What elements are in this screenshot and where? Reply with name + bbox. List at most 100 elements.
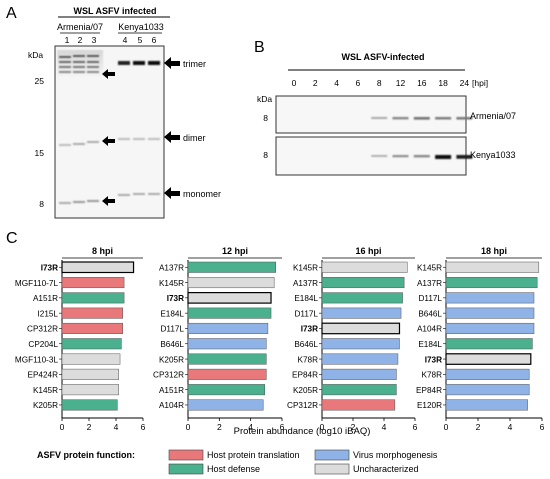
bar-label: A151R [159, 386, 184, 395]
bar-label: EP84R [416, 386, 442, 395]
bar [321, 399, 396, 411]
protein-band [435, 155, 452, 159]
annotation-dimer: dimer [183, 133, 206, 143]
group-label-kenya: Kenya1033 [118, 22, 164, 32]
legend-label-uncharacterized: Uncharacterized [353, 464, 419, 474]
bar-label: K145R [293, 264, 318, 273]
panel-b-header: WSL ASFV-infected [341, 52, 424, 62]
timepoint-label: 6 [356, 78, 361, 88]
lane-number: 5 [138, 35, 143, 45]
bar [321, 353, 399, 365]
bar-label: B646L [418, 309, 442, 318]
bar-label: K205R [293, 386, 318, 395]
hpi-label: [hpi] [472, 78, 488, 88]
bar-label: D117L [160, 325, 184, 334]
protein-band [371, 155, 388, 157]
bar [445, 277, 538, 289]
bar-label: K145R [417, 264, 442, 273]
bar [445, 399, 528, 411]
bar-label: I73R [167, 294, 184, 303]
bar [445, 353, 532, 365]
bar-label: CP312R [27, 325, 58, 334]
legend-swatch-translation [168, 449, 204, 461]
bar [445, 368, 530, 380]
bar [187, 338, 267, 350]
legend-label-translation: Host protein translation [207, 450, 300, 460]
bar [321, 384, 397, 396]
bar-label: CP312R [287, 401, 318, 410]
bar [321, 277, 405, 289]
bar-label: A104R [417, 325, 442, 334]
bar-label: E184L [294, 294, 318, 303]
blot-b-kenya [275, 136, 467, 176]
x-tick-label: 0 [444, 422, 449, 432]
x-tick-label: 2 [351, 422, 356, 432]
marker-8: 8 [263, 150, 268, 160]
lane-number: 2 [78, 35, 83, 45]
blot-label-armenia: Armenia/07 [470, 111, 516, 121]
bar-label: I215L [38, 309, 59, 318]
lane-number: 3 [92, 35, 97, 45]
marker-8: 8 [39, 199, 44, 209]
bar-label: A137R [293, 279, 318, 288]
bar [61, 277, 125, 289]
bar [445, 261, 540, 273]
bar-label: A151R [33, 294, 58, 303]
protein-band [392, 117, 409, 120]
bar-label: B646L [160, 340, 184, 349]
timepoint-label: 16 [417, 78, 427, 88]
bar-label: E184L [160, 309, 184, 318]
x-axis-label: Protein abundance (log10 iBAQ) [234, 426, 371, 437]
protein-band [456, 117, 473, 120]
bar-label: I73R [301, 325, 318, 334]
bar [61, 384, 119, 396]
bar [61, 292, 125, 304]
bar-chart-0: 8 hpi 0 2 4 6 I73R MGF110-7L A151R I215L CP312R CP… [15, 246, 146, 432]
marker-15: 15 [35, 148, 45, 158]
x-tick-label: 6 [540, 422, 545, 432]
panel-a-header: WSL ASFV infected [73, 6, 156, 16]
bar [61, 338, 122, 350]
bar-label: CP312R [153, 371, 184, 380]
bar-label: E184L [418, 340, 442, 349]
bar-label: K205R [33, 401, 58, 410]
panel-a: A WSL ASFV infected Armenia/07 Kenya1033… [6, 5, 221, 219]
bar [187, 277, 275, 289]
chart-title: 16 hpi [355, 246, 381, 256]
group-label-armenia: Armenia/07 [57, 22, 103, 32]
bar-label: MGF110-3L [15, 355, 59, 364]
bar [445, 338, 533, 350]
bar [61, 353, 121, 365]
arrow-icon [164, 57, 180, 199]
bar-chart-3: 18 hpi 0 2 4 6 K145R A137R D117L B646L A104R E184L… [416, 246, 545, 432]
panel-b-letter: B [254, 39, 265, 56]
marker-8: 8 [263, 113, 268, 123]
panel-b: B WSL ASFV-infected 0 2 4 6 8 12 16 18 24 [hpi] … [254, 39, 516, 176]
timepoint-label: 18 [438, 78, 448, 88]
bar [445, 292, 535, 304]
panel-c-letter: C [6, 230, 18, 247]
bar [187, 368, 267, 380]
bar [321, 322, 401, 335]
bar-label: B646L [294, 340, 318, 349]
bar [321, 261, 408, 273]
bar-label: EP84R [292, 371, 318, 380]
protein-band [435, 117, 452, 120]
timepoint-label: 4 [334, 78, 339, 88]
bar-charts: 8 hpi 0 2 4 6 I73R MGF110-7L A151R I215L CP312R CP… [15, 246, 545, 432]
protein-band [413, 155, 430, 158]
legend-swatch-morphogenesis [314, 449, 350, 461]
legend-swatch-uncharacterized [314, 463, 350, 475]
bar-label: CP204L [28, 340, 58, 349]
bar [187, 384, 266, 396]
bar-chart-1: 12 hpi 0 2 4 6 A137R K145R I73R E184L D117L B646L K… [153, 246, 285, 432]
x-tick-label: 2 [476, 422, 481, 432]
bar-label: A137R [417, 279, 442, 288]
protein-band [392, 155, 409, 158]
legend-title: ASFV protein function: [37, 450, 135, 460]
blot-a-bands [57, 50, 160, 204]
bar [321, 307, 402, 319]
bar [321, 368, 397, 380]
lane-number: 1 [65, 35, 70, 45]
bar-label: K145R [159, 279, 184, 288]
